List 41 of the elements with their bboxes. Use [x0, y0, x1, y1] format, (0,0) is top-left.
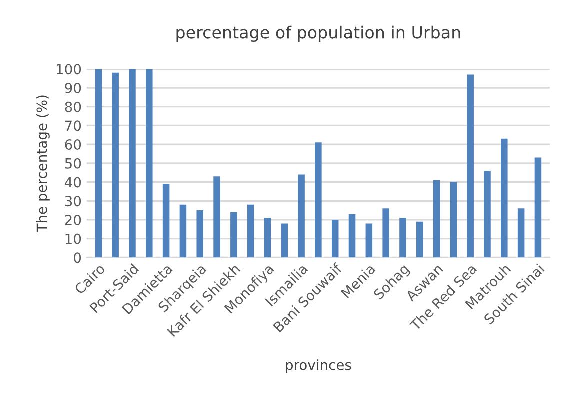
bar: [281, 224, 288, 258]
bar: [264, 218, 272, 258]
y-tick-label: 70: [65, 120, 82, 132]
y-tick-label: 0: [74, 252, 82, 264]
bar: [501, 138, 508, 258]
bar: [382, 208, 390, 258]
bar: [433, 180, 440, 258]
bar: [162, 184, 170, 258]
bar: [332, 220, 339, 258]
y-tick-label: 30: [65, 196, 82, 207]
y-tick-label: 100: [57, 64, 82, 75]
y-axis-title: The percentage (%): [36, 96, 50, 232]
y-tick-label: 40: [64, 177, 82, 188]
bar: [518, 208, 525, 258]
bar: [450, 182, 458, 258]
bar: [214, 176, 220, 258]
bar: [180, 204, 187, 258]
bar: [95, 69, 102, 258]
x-axis-title: provinces: [286, 360, 352, 374]
bar: [146, 69, 153, 258]
bar: [247, 204, 254, 258]
bar: [366, 224, 373, 258]
y-tick-label: 60: [65, 140, 82, 150]
chart-title: percentage of population in Urban: [176, 26, 460, 42]
y-tick-label: 90: [65, 82, 82, 94]
bar: [315, 142, 322, 258]
y-tick-label: 20: [65, 214, 82, 226]
bar: [298, 174, 305, 258]
bar: [230, 212, 238, 258]
bar: [348, 214, 356, 258]
bar: [129, 69, 136, 258]
bar: [416, 222, 424, 258]
bar: [467, 74, 474, 258]
y-tick-label: 50: [65, 158, 82, 169]
y-tick-label: 10: [66, 234, 82, 244]
bar: [534, 158, 542, 258]
y-tick-label: 80: [65, 102, 82, 112]
bar: [484, 170, 491, 258]
bar: [196, 210, 204, 258]
bar: [112, 72, 119, 258]
bar: [400, 218, 406, 258]
